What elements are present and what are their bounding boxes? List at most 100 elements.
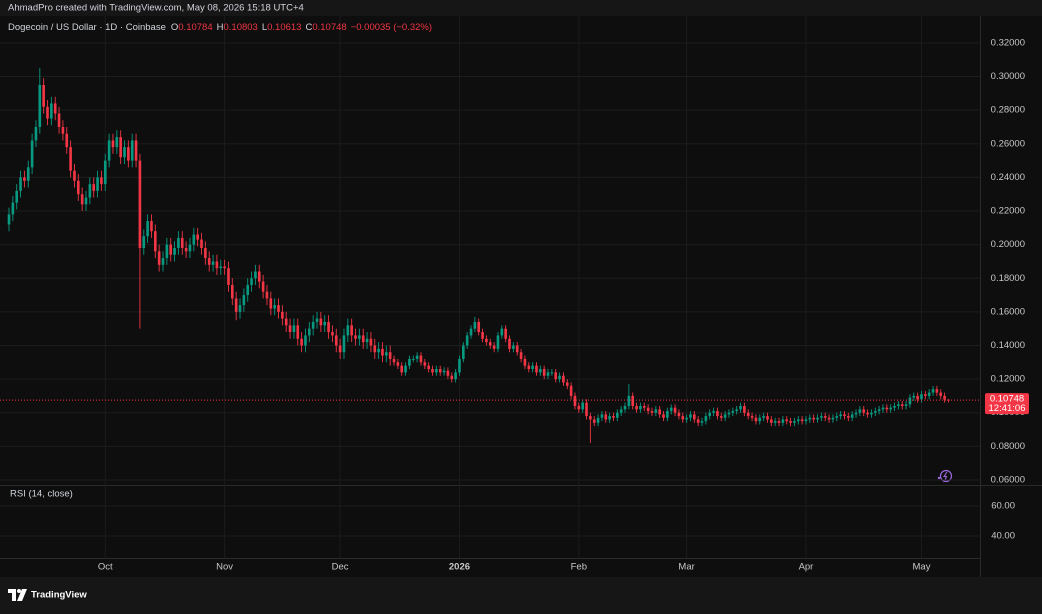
candle-body [177, 237, 180, 249]
candle-body [816, 417, 819, 420]
candle-body [666, 411, 669, 418]
candle-body [161, 258, 165, 265]
candle-body [646, 407, 650, 412]
candle-body [881, 407, 885, 410]
candle-body [219, 266, 223, 269]
candle-body [512, 345, 515, 349]
candle-body [708, 412, 712, 417]
candle-body [785, 419, 789, 422]
candle-body [639, 406, 642, 410]
indicator-title: RSI (14, close) [10, 489, 73, 500]
candle-body [246, 284, 250, 296]
y-tick-label: 0.18000 [991, 273, 1025, 284]
candle-body [358, 335, 361, 339]
candle-body [777, 421, 781, 423]
candle-body [862, 409, 866, 413]
candle-body [608, 416, 611, 420]
candle-body [604, 414, 608, 420]
candle-body [223, 266, 226, 269]
candle-body [635, 406, 638, 410]
candle-body [939, 392, 943, 396]
candle-body [315, 318, 319, 322]
legend-value: 0.10748 [312, 22, 346, 33]
candle-body [562, 375, 565, 383]
candle-body [408, 358, 411, 366]
candle-body [504, 328, 507, 339]
candle-body [7, 214, 11, 225]
candle-body [916, 395, 919, 400]
candle-body [835, 416, 839, 418]
legend: Dogecoin / US Dollar · 1D · Coinbase O0.1… [8, 22, 432, 33]
legend-key: L [262, 22, 267, 33]
candle-body [477, 321, 481, 333]
candle-body [554, 372, 558, 380]
lightning-icon [937, 469, 953, 483]
candle-body [411, 358, 415, 360]
candle-body [693, 414, 696, 420]
candle-body [34, 126, 38, 141]
candle-body [508, 338, 511, 349]
candle-body [446, 370, 450, 376]
candle-body [192, 234, 196, 245]
candle-body [73, 170, 76, 181]
candle-body [227, 268, 230, 285]
legend-value: 0.10613 [267, 22, 301, 33]
candle-body [592, 419, 596, 423]
y-tick-label: 0.30000 [991, 71, 1025, 82]
candle-body [254, 271, 257, 279]
candle-body [15, 190, 19, 203]
candle-body [454, 372, 457, 380]
candle-body [288, 325, 292, 333]
candle-body [261, 281, 265, 292]
legend-title: Dogecoin / US Dollar · 1D · Coinbase [8, 22, 166, 33]
candle-body [84, 197, 88, 205]
candle-body [88, 184, 92, 198]
candle-body [481, 332, 484, 339]
candle-body [616, 412, 619, 418]
candle-body [46, 106, 49, 119]
candle-body [473, 321, 477, 329]
candle-body [854, 412, 858, 415]
candle-body [134, 140, 138, 161]
y-tick-label: 0.24000 [991, 172, 1025, 183]
candle-body [388, 352, 392, 359]
candle-body [304, 335, 307, 346]
candle-body [323, 321, 327, 326]
candle-body [100, 177, 103, 185]
candle-body [812, 417, 815, 420]
candle-body [146, 221, 149, 237]
candle-body [215, 261, 219, 269]
candle-body [123, 147, 126, 158]
candle-body [631, 395, 635, 407]
candle-body [550, 372, 554, 374]
candle-body [142, 236, 146, 249]
candle-body [535, 365, 538, 373]
y-tick-label: 60.00 [991, 501, 1015, 512]
candle-body [727, 412, 731, 415]
last-price-label: 0.10748 [990, 394, 1024, 405]
candle-body [385, 352, 388, 356]
candle-body [96, 177, 99, 191]
candle-body [523, 358, 527, 366]
candle-body [943, 395, 946, 400]
candle-body [596, 417, 600, 423]
candle-body [877, 409, 881, 412]
candle-body [150, 221, 153, 232]
candle-body [870, 412, 873, 415]
candle-body [662, 414, 665, 418]
x-tick-label: Feb [571, 562, 587, 573]
y-tick-label: 0.14000 [991, 340, 1025, 351]
candle-body [804, 419, 808, 422]
candle-body [827, 417, 831, 420]
y-tick-label: 0.06000 [991, 474, 1025, 485]
candle-body [450, 375, 454, 380]
candle-body [342, 335, 346, 353]
candle-body [850, 414, 854, 418]
countdown-label: 12:41:06 [989, 403, 1026, 414]
candle-body [184, 248, 188, 252]
candle-body [277, 305, 280, 312]
x-tick-label: Mar [678, 562, 694, 573]
candle-body [589, 416, 592, 420]
candle-body [19, 177, 22, 191]
